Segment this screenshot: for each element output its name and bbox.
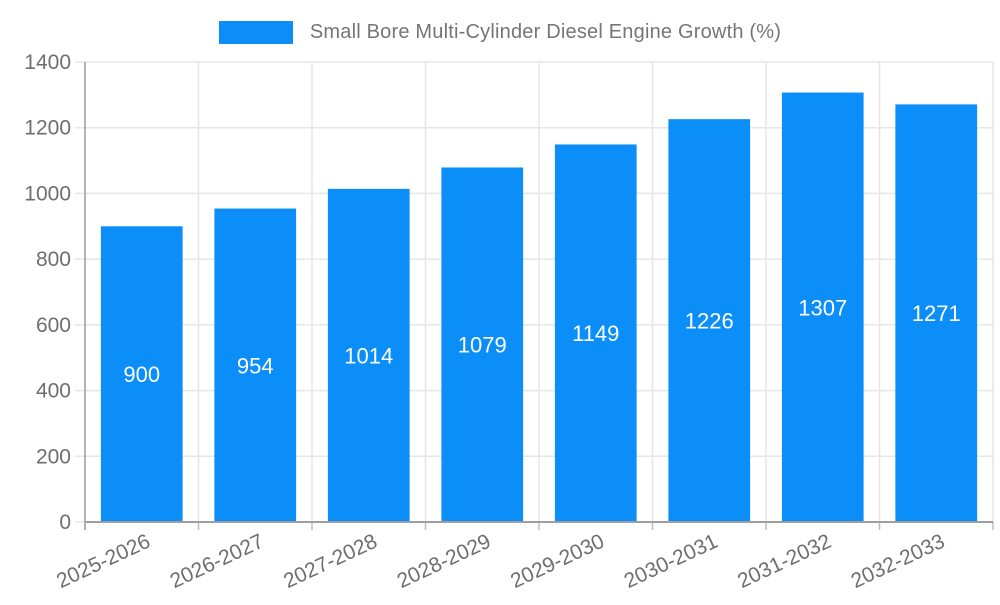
x-tick-label: 2025-2026 (53, 530, 154, 593)
bar-2030-2031[interactable] (668, 119, 751, 523)
bar-2026-2027[interactable] (214, 208, 297, 523)
y-tick-label: 600 (36, 314, 71, 337)
y-tick-label: 800 (36, 248, 71, 271)
legend: Small Bore Multi-Cylinder Diesel Engine … (0, 16, 1000, 48)
bar-2027-2028[interactable] (327, 188, 410, 523)
bar-label: 1149 (572, 321, 619, 346)
bar-label: 900 (123, 362, 160, 387)
y-tick-label: 400 (36, 380, 71, 403)
bar-label: 1271 (912, 301, 961, 326)
x-tick-label: 2030-2031 (621, 530, 722, 593)
bar-label: 954 (237, 353, 274, 378)
bar-2032-2033[interactable] (895, 104, 978, 522)
x-tick-label: 2032-2033 (848, 530, 949, 593)
legend-label: Small Bore Multi-Cylinder Diesel Engine … (309, 20, 782, 43)
x-tick-label: 2029-2030 (507, 530, 608, 593)
x-tick-label: 2031-2032 (734, 530, 835, 593)
y-tick-label: 1400 (24, 51, 71, 74)
x-tick-label: 2027-2028 (280, 530, 381, 593)
y-tick-label: 1000 (24, 182, 71, 205)
bar-label: 1226 (685, 309, 734, 334)
bar-2028-2029[interactable] (441, 167, 524, 522)
bar-label: 1307 (798, 295, 847, 320)
bar-2031-2032[interactable] (781, 92, 864, 523)
x-tick-label: 2028-2029 (394, 530, 495, 593)
bar-label: 1014 (344, 343, 393, 368)
y-tick-label: 1200 (24, 117, 71, 140)
bar-label: 1079 (458, 333, 507, 358)
y-tick-label: 0 (59, 511, 71, 534)
bar-2029-2030[interactable] (554, 144, 637, 522)
y-tick-label: 200 (36, 445, 71, 468)
bar-2025-2026[interactable] (100, 226, 183, 523)
legend-swatch (218, 20, 293, 44)
x-tick-label: 2026-2027 (167, 530, 268, 593)
